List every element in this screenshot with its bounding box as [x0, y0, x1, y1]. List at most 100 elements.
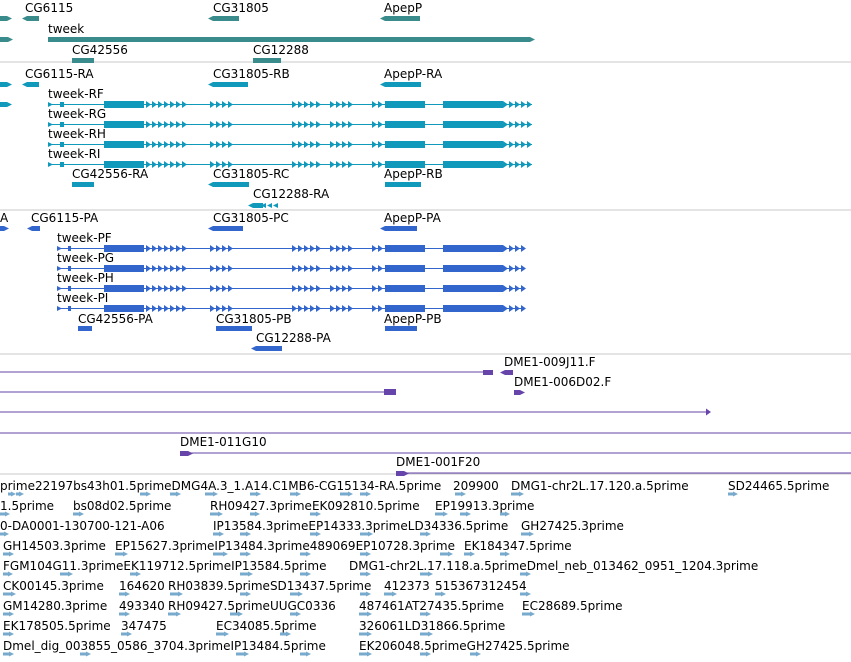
- est-label[interactable]: GH14503.3prime: [3, 539, 106, 553]
- est-glyph: [420, 532, 426, 536]
- est-label[interactable]: GM14280.3prime: [3, 599, 108, 613]
- est-label[interactable]: DMG1-chr2L.17.118.a.5primeDmel_neb_01346…: [349, 559, 759, 573]
- est-label[interactable]: IP13584.3primeEP14333.3primeLD34336.5pri…: [213, 519, 509, 533]
- exon-chevron: [509, 161, 514, 168]
- exon-chevron: [164, 245, 169, 252]
- gene-label[interactable]: ApepP: [384, 1, 423, 15]
- strand-arrow: [366, 591, 371, 597]
- est-label[interactable]: EP19913.3prime: [435, 499, 535, 513]
- protein-label[interactable]: ApepP-PA: [384, 211, 441, 225]
- est-label[interactable]: EC28689.5prime: [522, 599, 623, 613]
- est-label[interactable]: 326061LD31866.5prime: [359, 619, 506, 633]
- protein-label[interactable]: tweek-PH: [57, 271, 114, 285]
- est-label[interactable]: RH09427.3primeEK092810.5prime: [210, 499, 420, 513]
- exon-chevron: [521, 265, 526, 272]
- protein-label[interactable]: CG12288-PA: [256, 331, 331, 345]
- est-label[interactable]: 493340: [119, 599, 165, 613]
- exon-chevron: [228, 285, 233, 292]
- transcript-glyph: [213, 182, 249, 187]
- strand-arrow: [176, 611, 181, 617]
- exon-block: [60, 102, 64, 107]
- exon-chevron: [503, 245, 508, 252]
- exon-chevron: [222, 121, 227, 128]
- est-label[interactable]: EC34085.5prime: [216, 619, 317, 633]
- est-label[interactable]: EP15627.3primeIP13484.3prime489069EP1072…: [115, 539, 455, 553]
- transcript-label[interactable]: CG42556-RA: [72, 167, 149, 181]
- gene-label[interactable]: CG31805: [213, 1, 269, 15]
- exon-block: [104, 161, 144, 168]
- transcript-label[interactable]: ApepP-RB: [384, 167, 443, 181]
- exon-chevron: [158, 245, 163, 252]
- est-label[interactable]: EK184347.5prime: [464, 539, 572, 553]
- transcript-label[interactable]: ApepP-RA: [384, 67, 443, 81]
- transcript-label[interactable]: tweek-RH: [48, 127, 106, 141]
- protein-label[interactable]: ApepP-PB: [384, 312, 442, 326]
- transcript-label[interactable]: tweek-RI: [48, 147, 101, 161]
- exon-chevron: [164, 161, 169, 168]
- clone-label[interactable]: DME1-001F20: [396, 455, 481, 469]
- transcript-label[interactable]: CG6115-RA: [25, 67, 94, 81]
- exon-chevron: [182, 245, 187, 252]
- protein-label[interactable]: A: [0, 211, 9, 225]
- est-label[interactable]: 412373: [384, 579, 430, 593]
- exon-chevron: [158, 121, 163, 128]
- transcript-label[interactable]: CG31805-RC: [213, 167, 290, 181]
- est-label[interactable]: Dmel_dig_003855_0586_3704.3primeIP13484.…: [3, 639, 326, 653]
- est-label[interactable]: 1.5prime: [0, 499, 55, 513]
- est-label[interactable]: bs08d02.5prime: [73, 499, 172, 513]
- exon-chevron: [152, 305, 157, 312]
- transcript-label[interactable]: tweek-RG: [48, 107, 107, 121]
- clone-label[interactable]: DME1-006D02.F: [514, 375, 612, 389]
- est-glyph: [240, 572, 248, 576]
- exon-chevron: [378, 161, 383, 168]
- gene-label[interactable]: CG6115: [25, 1, 74, 15]
- exon-block: [104, 101, 144, 108]
- exon-chevron: [521, 101, 526, 108]
- exon-chevron: [228, 121, 233, 128]
- est-label[interactable]: EK206048.5primeGH27425.5prime: [359, 639, 570, 653]
- est-label[interactable]: CK00145.3prime: [3, 579, 104, 593]
- protein-label[interactable]: CG42556-PA: [78, 312, 153, 326]
- transcript-label[interactable]: CG31805-RB: [213, 67, 290, 81]
- protein-glyph: [78, 326, 92, 331]
- strand-arrow: [530, 611, 535, 617]
- est-label[interactable]: 515367312454: [435, 579, 527, 593]
- exon-chevron: [216, 245, 221, 252]
- est-label[interactable]: 164620: [119, 579, 165, 593]
- transcript-label[interactable]: CG12288-RA: [253, 187, 330, 201]
- transcript-glyph: [0, 82, 7, 87]
- exon-chevron: [176, 121, 181, 128]
- protein-label[interactable]: tweek-PF: [57, 231, 112, 245]
- est-label[interactable]: GH27425.3prime: [521, 519, 624, 533]
- exon-chevron: [310, 285, 315, 292]
- protein-label[interactable]: CG31805-PC: [213, 211, 289, 225]
- strand-arrow: [526, 591, 531, 597]
- est-label[interactable]: SD24465.5prime: [728, 479, 830, 493]
- clone-label[interactable]: DME1-011G10: [180, 435, 267, 449]
- gene-label[interactable]: CG12288: [253, 43, 309, 57]
- clone-label[interactable]: DME1-009J11.F: [504, 355, 596, 369]
- exon-chevron: [336, 245, 341, 252]
- est-label[interactable]: 209900: [453, 479, 499, 493]
- gene-label[interactable]: CG42556: [72, 43, 128, 57]
- transcript-label[interactable]: tweek-RF: [48, 87, 104, 101]
- est-glyph: [300, 652, 306, 656]
- est-label[interactable]: RH03839.5primeSD13437.5prime: [168, 579, 372, 593]
- est-label[interactable]: 487461AT27435.5prime: [359, 599, 504, 613]
- exon-chevron: [298, 101, 303, 108]
- est-label[interactable]: RH09427.5primeUUGC0336: [168, 599, 336, 613]
- protein-label[interactable]: CG31805-PB: [216, 312, 292, 326]
- gene-label[interactable]: tweek: [48, 22, 85, 36]
- strand-arrow: [367, 651, 372, 657]
- est-label[interactable]: EK178505.5prime: [3, 619, 111, 633]
- strand-arrow: [306, 651, 311, 657]
- exon-chevron: [316, 305, 321, 312]
- est-label[interactable]: 347475: [121, 619, 167, 633]
- est-label[interactable]: prime22197bs43h01.5primeDMG4A.3_1.A14.C1…: [0, 479, 442, 493]
- est-label[interactable]: 0-DA0001-130700-121-A06: [0, 519, 165, 533]
- protein-label[interactable]: tweek-PI: [57, 291, 109, 305]
- est-label[interactable]: DMG1-chr2L.17.120.a.5prime: [511, 479, 689, 493]
- est-label[interactable]: FGM104G11.3primeEK119712.5primeIP13584.5…: [3, 559, 327, 573]
- protein-label[interactable]: CG6115-PA: [31, 211, 99, 225]
- protein-label[interactable]: tweek-PG: [57, 251, 115, 265]
